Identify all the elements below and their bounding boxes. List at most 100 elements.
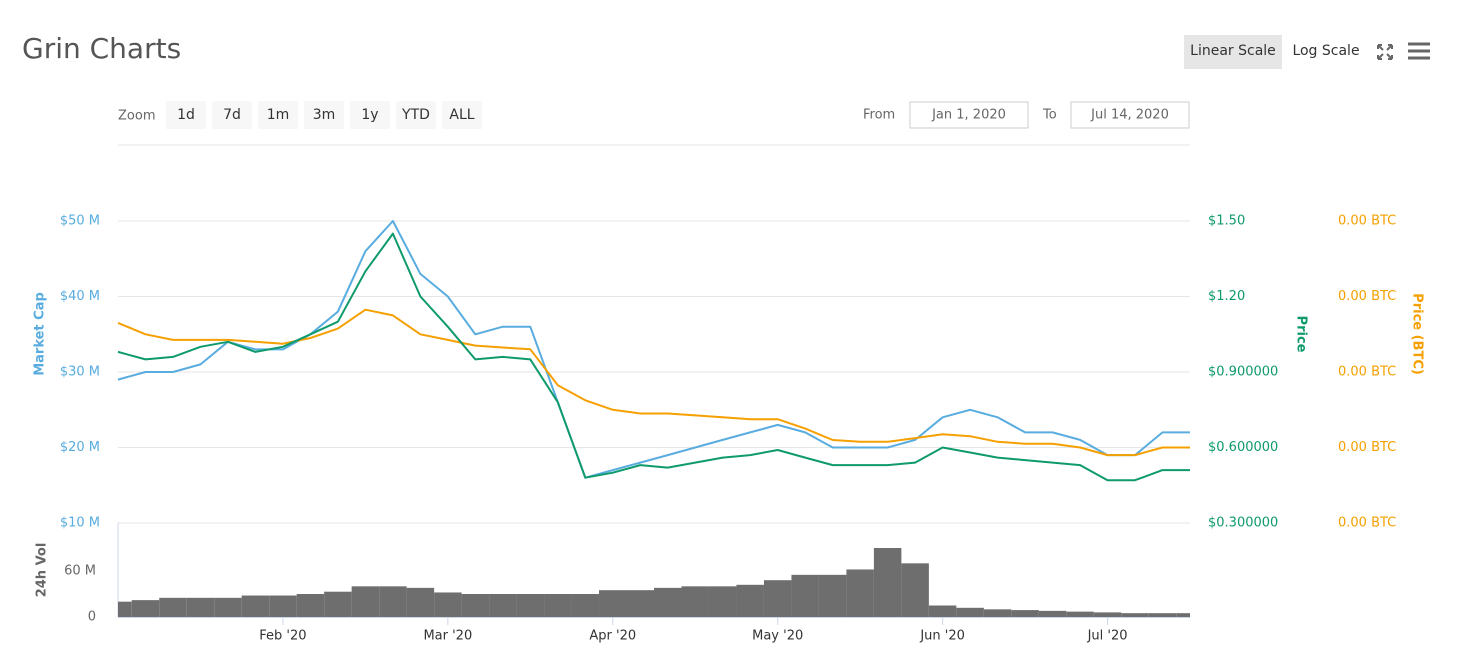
y2-tick-label: $1.50 [1208,214,1245,229]
menu-icon[interactable] [1408,42,1430,60]
volume-bar [1093,612,1122,617]
y3-tick-label: 0.00 BTC [1338,289,1396,304]
page-title: Grin Charts [22,32,181,65]
volume-bar [214,597,242,617]
button-label: Log Scale [1292,43,1359,59]
button-bg [396,101,436,129]
volume-bar [159,597,187,617]
button-label: Linear Scale [1190,43,1276,59]
button-bg [304,101,344,129]
button-label: 7d [223,107,241,123]
fullscreen-icon[interactable] [1377,44,1393,60]
x-tick-label: Feb '20 [259,629,306,644]
volume-axis-title: 24h Vol [35,543,50,598]
y3-tick-label: 0.00 BTC [1338,440,1396,455]
x-tick-label: Apr '20 [589,629,636,644]
y3-tick-label: 0.00 BTC [1338,516,1396,531]
y2-tick-label: $1.20 [1208,289,1245,304]
volume-bar [873,548,902,617]
volume-bar [186,597,215,617]
button-label: YTD [401,107,430,123]
zoom-button[interactable]: 1m [258,101,298,129]
to-label: To [1042,108,1057,123]
from-value: Jan 1, 2020 [931,108,1006,123]
volume-bar [379,586,407,617]
series-line [117,220,1190,479]
volume-bar [269,595,297,617]
button-bg [166,101,206,129]
volume-bar [626,590,654,617]
y2-tick-label: $0.300000 [1208,516,1278,531]
volume-bar [118,601,132,617]
to-input[interactable]: Jul 14, 2020 [1070,101,1190,129]
y-tick-label: $50 M [60,214,100,229]
y3-tick-label: 0.00 BTC [1338,365,1396,380]
series-line [117,232,1190,482]
volume-bar [461,594,490,617]
volume-bar [544,594,572,617]
zoom-button[interactable]: 7d [212,101,252,129]
volume-bar [516,594,545,617]
zoom-button[interactable]: 3m [304,101,344,129]
volume-bar [131,600,160,617]
volume-bar [434,592,462,617]
from-label: From [863,108,895,123]
volume-bar [901,563,929,617]
volume-bar [599,590,627,617]
volume-bar [791,574,819,617]
button-bg [350,101,390,129]
button-label: 1m [267,107,290,123]
y-tick-label: $10 M [60,516,100,531]
volume-bar [489,594,517,617]
volume-bar [654,587,682,617]
log-scale-button[interactable]: Log Scale [1292,43,1359,59]
from-input[interactable]: Jan 1, 2020 [909,101,1029,129]
volume-bar [406,587,435,617]
button-bg [442,101,482,129]
volume-bar [1176,613,1190,617]
to-value: Jul 14, 2020 [1090,108,1169,123]
volume-bar [708,586,737,617]
y2-tick-label: $0.900000 [1208,365,1278,380]
y-tick-label: $40 M [60,289,100,304]
y-tick-label: $30 M [60,365,100,380]
volume-bar [1011,610,1039,617]
y-tick-label: $20 M [60,440,100,455]
button-bg [212,101,252,129]
y2-tick-label: $0.600000 [1208,440,1278,455]
zoom-button[interactable]: ALL [442,101,482,129]
zoom-label: Zoom [118,109,155,124]
volume-bar [928,605,957,617]
volume-bar [763,580,792,617]
volume-bar [1038,610,1067,617]
x-tick-label: Mar '20 [423,629,472,644]
volume-bar [1066,611,1094,617]
button-label: 1d [177,107,195,123]
volume-bar [1121,613,1149,617]
x-tick-label: Jun '20 [919,629,965,644]
volume-bar [818,574,847,617]
volume-bar [351,586,380,617]
volume-bar [956,607,984,617]
zoom-button[interactable]: 1d [166,101,206,129]
volume-bar [846,569,874,617]
button-bg [258,101,298,129]
volume-bar [324,591,352,617]
x-tick-label: Jul '20 [1087,629,1128,644]
volume-bar [681,586,709,617]
x-tick-label: May '20 [752,629,803,644]
market-cap-axis-title: Market Cap [33,292,48,376]
linear-scale-button[interactable]: Linear Scale [1184,35,1282,69]
zoom-button[interactable]: 1y [350,101,390,129]
y4-tick-label: 0 [88,610,96,625]
btc-axis-title: Price (BTC) [1410,293,1425,375]
volume-bar [296,594,325,617]
volume-bar [736,584,764,617]
button-label: ALL [449,107,474,123]
zoom-button[interactable]: YTD [396,101,436,129]
price-axis-title: Price [1294,316,1309,353]
volume-bar [571,594,600,617]
volume-bar [1148,613,1177,617]
volume-bar [241,595,270,617]
